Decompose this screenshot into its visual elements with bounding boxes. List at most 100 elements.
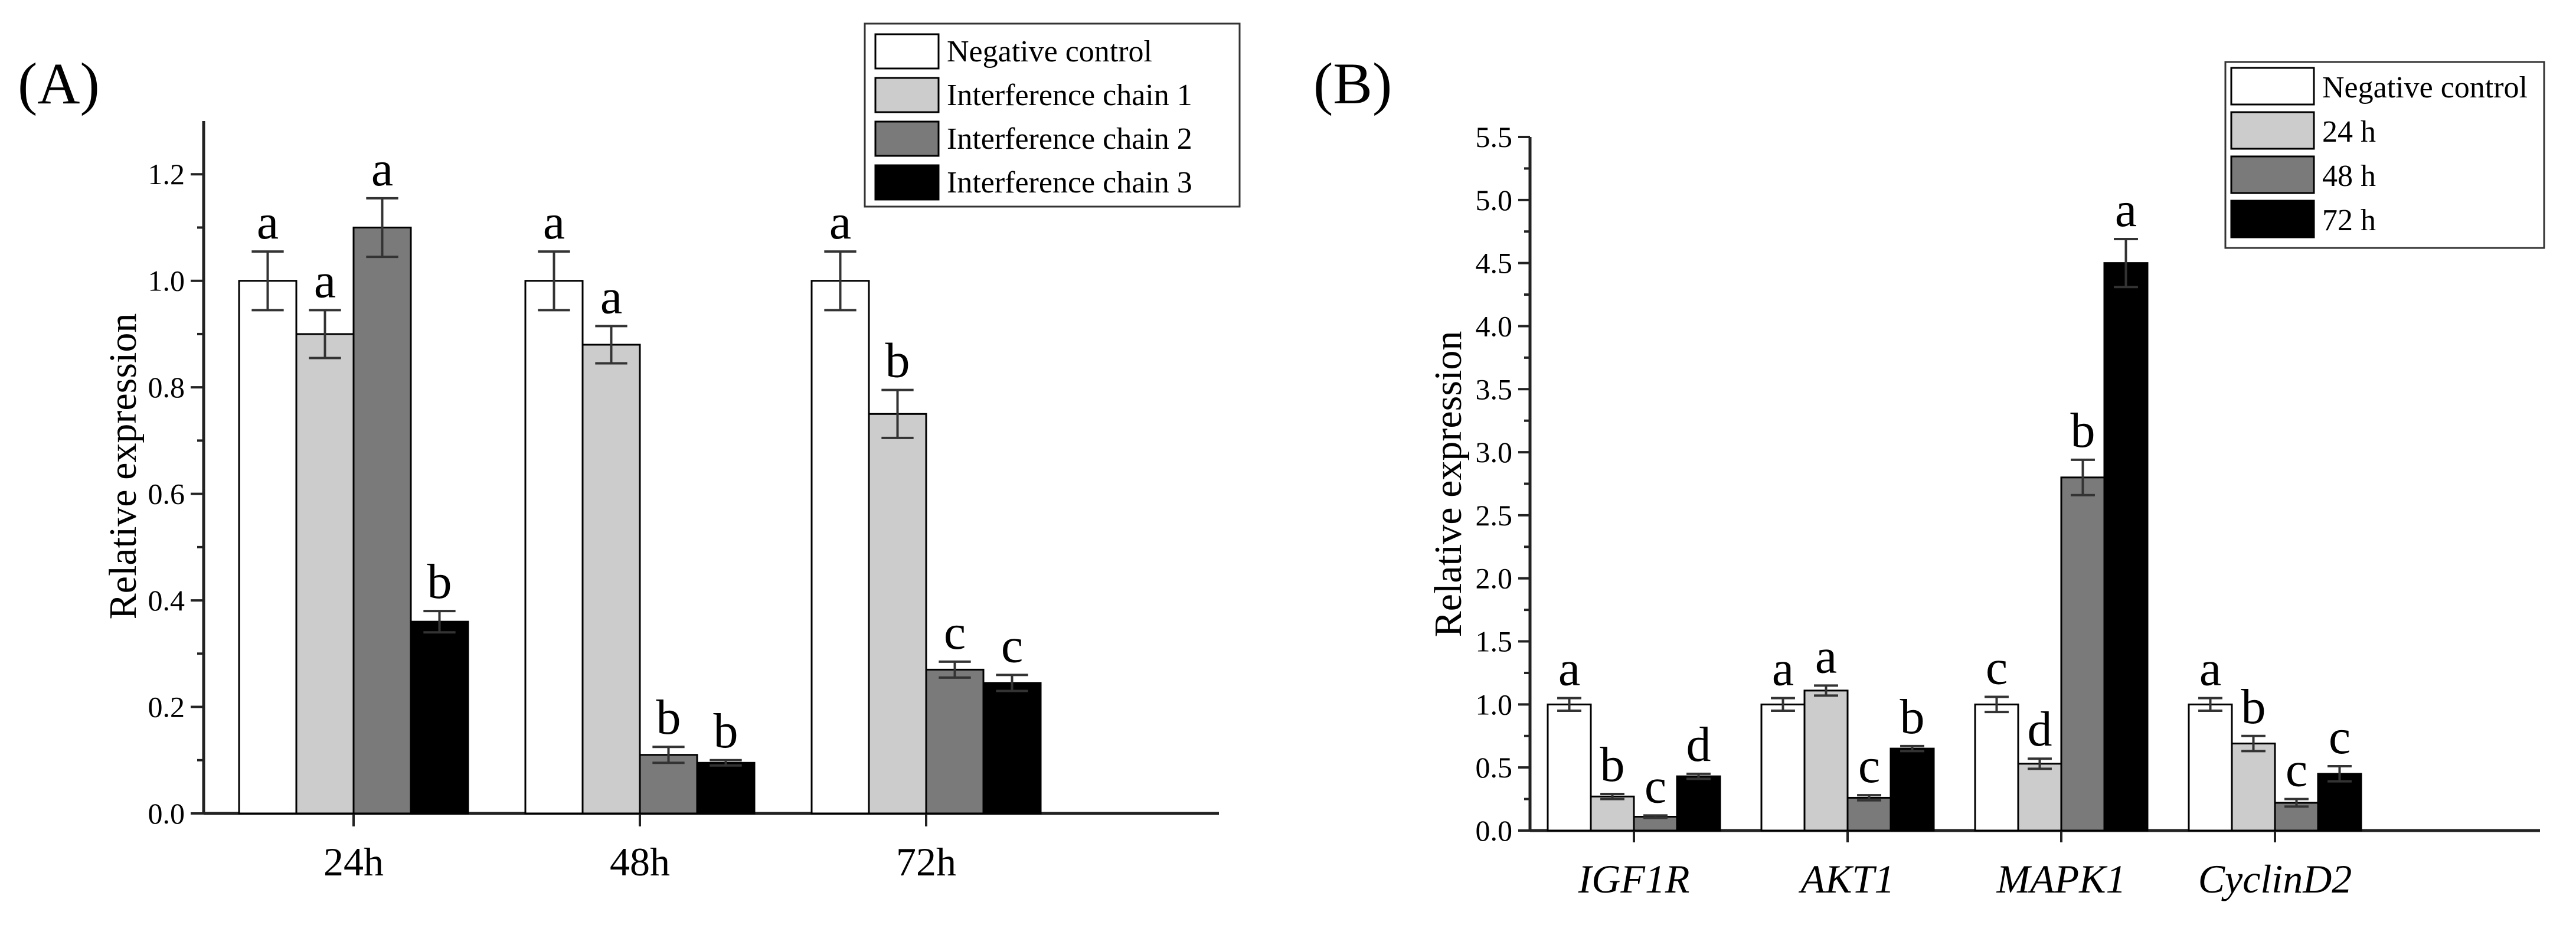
panel-b-bar [1676, 775, 1721, 832]
panel-b-significance-letter: d [1686, 717, 1711, 772]
panel-b-y-tick-label: 0.5 [1476, 751, 1513, 784]
panel-a-bar [295, 333, 355, 815]
panel-a-y-tick-label: 0.6 [148, 478, 185, 511]
panel-a-y-tick-label: 0.4 [148, 584, 185, 617]
panel-a-legend-swatch [874, 33, 940, 70]
panel-a-label: (A) [18, 51, 100, 116]
panel-b-legend-label: Negative control [2322, 71, 2528, 104]
panel-a-bar [238, 280, 298, 815]
panel-a-significance-letter: a [314, 253, 336, 308]
panel-b-y-tick-label: 2.5 [1476, 499, 1513, 532]
panel-b-bar [2103, 262, 2149, 832]
panel-a-legend-label: Interference chain 1 [947, 79, 1192, 112]
panel-a-y-tick-label: 0.0 [148, 797, 185, 830]
panel-b-bar [1803, 689, 1849, 832]
panel-b-bar [1547, 703, 1592, 832]
panel-a-legend-swatch [874, 77, 940, 113]
panel-a-category-label: 24h [323, 839, 384, 884]
panel-a-y-tick-label: 0.2 [148, 691, 185, 724]
panel-a-legend-swatch [874, 164, 940, 201]
panel-a-bar [524, 280, 584, 815]
panel-b-significance-letter: a [1815, 629, 1837, 684]
panel-b-bar [1889, 747, 1935, 832]
panel-b-y-axis-label: Relative expression [1427, 331, 1470, 638]
panel-b-plot: 0.0 0.5 1.0 1.5 2.0 2.5 3.0 3.5 4.0 4.5 5.0 5.5 IGF1… [1476, 120, 2540, 901]
panel-b-significance-letter: d [2028, 702, 2052, 757]
panel-a-bar [982, 682, 1042, 815]
panel-b-significance-letter: c [1858, 738, 1880, 793]
panel-a-legend-label: Negative control [947, 35, 1152, 68]
panel-b-y-tick-label: 0.0 [1476, 814, 1513, 847]
panel-b: (B) Relative expression 0.0 0.5 1.0 1.5 2.0 2… [1313, 51, 2545, 901]
panel-b-legend-label: 48 h [2322, 159, 2376, 193]
panel-b-bar [2317, 773, 2362, 832]
panel-a-y-tick-label: 0.8 [148, 371, 185, 404]
panel-a-significance-letter: a [371, 142, 393, 197]
panel-a-category-label: 72h [896, 839, 956, 884]
panel-b-legend: Negative control 24 h 48 h 72 h [2224, 61, 2545, 249]
panel-b-legend-label: 72 h [2322, 204, 2376, 237]
panel-b-y-tick-label: 5.0 [1476, 184, 1513, 217]
panel-a-significance-letter: a [829, 195, 851, 250]
panel-a-bar [410, 620, 469, 815]
panel-a-significance-letter: b [427, 554, 452, 609]
panel-b-category-label: IGF1R [1578, 857, 1690, 901]
panel-b-significance-letter: c [1645, 759, 1666, 813]
panel-b-significance-letter: c [2286, 743, 2307, 797]
panel-a-legend-label: Interference chain 2 [947, 122, 1192, 156]
panel-b-y-tick-label: 3.5 [1476, 372, 1513, 406]
panel-b-category-label: CyclinD2 [2198, 857, 2352, 901]
panel-b-category-label: AKT1 [1799, 857, 1895, 901]
panel-a-significance-letter: c [1001, 618, 1023, 673]
panel-b-significance-letter: a [2199, 642, 2221, 697]
panel-b-significance-letter: a [2115, 182, 2137, 237]
panel-a-significance-letter: b [656, 690, 681, 745]
panel-b-significance-letter: b [1600, 737, 1625, 792]
panel-b-y-tick-label: 1.5 [1476, 625, 1513, 658]
panel-b-bar [2188, 703, 2233, 832]
panel-b-label: (B) [1313, 51, 1392, 116]
panel-a-legend-swatch [874, 120, 940, 157]
panel-b-bar [2231, 743, 2276, 832]
panel-b-y-tick-label: 3.0 [1476, 436, 1513, 469]
panel-a-legend: Negative control Interference chain 1 Inte… [864, 22, 1241, 208]
panel-b-significance-letter: b [2071, 403, 2096, 458]
panel-a-y-tick-label: 1.0 [148, 264, 185, 298]
panel-a-bar [352, 226, 412, 815]
panel-b-bar [1846, 796, 1892, 832]
panel-b-y-tick-label: 5.5 [1476, 120, 1513, 153]
panel-a-bar [581, 344, 641, 815]
panel-a-significance-letter: b [885, 334, 910, 388]
panel-b-bar [1590, 795, 1635, 832]
panel-a: (A) Relative expression 0.0 0.2 0.4 0.6 0.8 1… [18, 22, 1241, 884]
panel-a-significance-letter: a [543, 195, 565, 250]
panel-b-y-tick-label: 2.0 [1476, 562, 1513, 595]
panel-a-category-label: 48h [610, 839, 670, 884]
panel-a-bar [696, 761, 756, 815]
panel-a-legend-label: Interference chain 3 [947, 166, 1192, 200]
panel-b-legend-swatch [2230, 67, 2315, 106]
panel-b-significance-letter: b [2241, 679, 2266, 734]
panel-b-legend-swatch [2230, 111, 2315, 150]
panel-b-legend-label: 24 h [2322, 115, 2376, 149]
panel-b-significance-letter: c [2329, 710, 2351, 764]
panel-a-significance-letter: a [600, 269, 622, 324]
panel-a-bar [868, 413, 927, 815]
panel-b-significance-letter: a [1558, 642, 1580, 697]
panel-a-y-axis-label: Relative expression [102, 313, 145, 620]
panel-b-bar [1974, 703, 2019, 832]
panel-b-category-label: MAPK1 [1996, 857, 2126, 901]
panel-a-significance-letter: a [257, 195, 279, 250]
panel-a-y-tick-label: 1.2 [148, 158, 185, 191]
panel-b-significance-letter: c [1986, 640, 2008, 695]
panel-b-bar [1760, 703, 1806, 832]
panel-b-bar [2017, 763, 2062, 832]
panel-a-significance-letter: b [714, 704, 738, 759]
panel-b-significance-letter: a [1772, 642, 1794, 697]
panel-b-bar [2060, 476, 2106, 832]
panel-b-y-tick-label: 4.0 [1476, 309, 1513, 342]
panel-a-bar [925, 668, 985, 815]
panel-a-significance-letter: c [944, 605, 966, 660]
